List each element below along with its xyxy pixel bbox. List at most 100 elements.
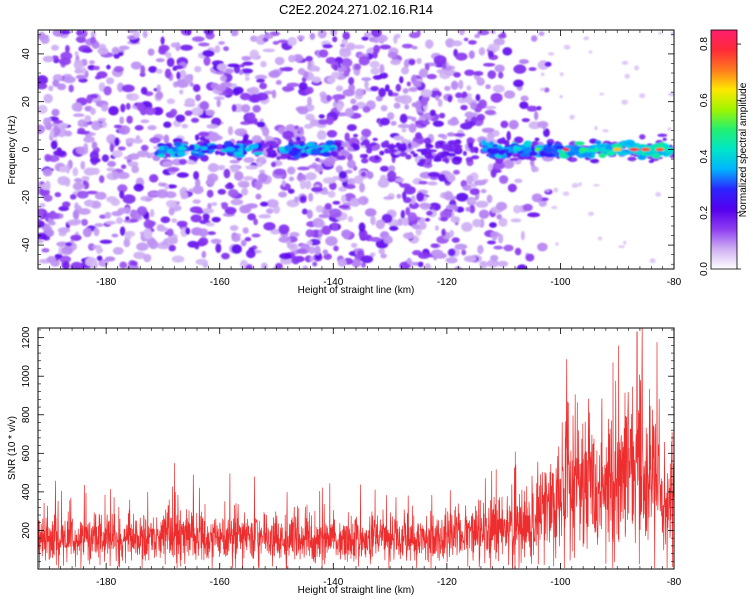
heatmap-blob — [593, 184, 600, 187]
heatmap-blob — [239, 63, 245, 68]
colorbar-tick-label: 0.2 — [699, 205, 710, 219]
heatmap-blob — [416, 57, 422, 65]
heatmap-blob — [175, 114, 186, 123]
heatmap-blob — [248, 86, 260, 95]
heatmap-blob — [347, 159, 356, 169]
heatmap-blob — [513, 79, 524, 88]
spectrogram-y-tick-label: 20 — [21, 96, 32, 108]
heatmap-blob — [264, 33, 274, 40]
heatmap-signal-blob — [200, 146, 208, 151]
heatmap-blob — [59, 255, 72, 263]
heatmap-blob — [81, 218, 88, 226]
heatmap-blob — [490, 254, 499, 262]
heatmap-blob — [56, 83, 67, 91]
heatmap-blob — [508, 119, 519, 130]
figure-title: C2E2.2024.271.02.16.R14 — [279, 2, 433, 17]
heatmap-band-blob — [447, 140, 458, 146]
heatmap-blob — [353, 44, 365, 50]
heatmap-blob — [225, 87, 234, 96]
heatmap-signal-blob — [299, 142, 305, 147]
heatmap-blob — [59, 165, 68, 173]
heatmap-blob — [354, 63, 362, 71]
heatmap-blob — [190, 214, 202, 223]
heatmap-blob — [274, 56, 285, 66]
colorbar: 0.0 0.2 0.4 0.6 0.8 Normalized spectral ampl… — [699, 29, 749, 276]
heatmap-blob — [140, 65, 146, 75]
heatmap-blob — [453, 133, 466, 137]
heatmap-blob — [166, 166, 180, 173]
heatmap-blob — [286, 82, 300, 87]
heatmap-blob — [623, 240, 627, 245]
heatmap-blob — [54, 192, 62, 198]
heatmap-blob — [148, 174, 159, 183]
heatmap-blob — [286, 240, 292, 246]
heatmap-blob — [409, 202, 420, 210]
heatmap-blob — [520, 230, 525, 241]
heatmap-signal-blob — [555, 145, 565, 150]
heatmap-blob — [111, 233, 119, 238]
heatmap-signal-blob — [544, 153, 555, 158]
heatmap-blob — [490, 92, 503, 103]
heatmap-blob — [156, 84, 162, 93]
heatmap-blob — [173, 65, 184, 70]
heatmap-blob — [469, 204, 476, 214]
heatmap-blob — [256, 121, 266, 128]
heatmap-blob — [145, 197, 152, 202]
heatmap-blob — [57, 227, 71, 234]
heatmap-blob — [347, 178, 356, 186]
heatmap-blob — [225, 68, 234, 74]
heatmap-blob — [340, 141, 350, 148]
heatmap-blob — [388, 165, 396, 172]
heatmap-blob — [337, 258, 347, 267]
heatmap-band-blob — [471, 155, 480, 160]
heatmap-blob — [323, 157, 336, 167]
heatmap-blob — [624, 73, 630, 79]
snr-x-tick-label: -80 — [667, 577, 682, 588]
spectrogram-y-tick-label: 0 — [21, 146, 32, 152]
heatmap-blob — [48, 85, 54, 92]
heatmap-blob — [490, 231, 500, 238]
heatmap-blob — [362, 106, 371, 113]
heatmap-blob — [241, 104, 251, 113]
heatmap-blob — [158, 46, 167, 55]
heatmap-band-blob — [199, 136, 206, 141]
heatmap-blob — [75, 35, 86, 43]
heatmap-blob — [446, 204, 456, 210]
heatmap-blob — [211, 216, 221, 223]
heatmap-signal-blob — [547, 142, 553, 147]
heatmap-blob — [50, 140, 58, 150]
heatmap-blob — [378, 87, 387, 98]
heatmap-blob — [422, 120, 431, 125]
heatmap-blob — [119, 190, 125, 199]
heatmap-blob — [482, 62, 496, 67]
heatmap-blob — [252, 104, 261, 113]
heatmap-blob — [291, 256, 300, 265]
heatmap-blob — [668, 92, 674, 97]
heatmap-blob — [326, 94, 332, 102]
heatmap-blob — [54, 253, 63, 259]
heatmap-blob — [397, 123, 411, 129]
heatmap-blob — [38, 124, 46, 135]
heatmap-blob — [144, 107, 156, 116]
heatmap-blob — [559, 94, 563, 99]
heatmap-blobs — [38, 30, 674, 269]
snr-y-tick-label: 1200 — [21, 326, 32, 349]
heatmap-blob — [487, 43, 500, 52]
heatmap-blob — [51, 44, 60, 51]
heatmap-band-blob — [503, 140, 510, 146]
heatmap-blob — [314, 245, 321, 256]
heatmap-blob — [346, 124, 357, 132]
heatmap-blob — [458, 79, 464, 90]
heatmap-blob — [531, 193, 543, 203]
heatmap-blob — [65, 44, 70, 53]
heatmap-band-blob — [352, 143, 360, 151]
heatmap-blob — [379, 117, 390, 126]
heatmap-blob — [389, 225, 399, 231]
heatmap-signal-blob — [581, 152, 593, 158]
heatmap-blob — [105, 77, 115, 85]
heatmap-blob — [341, 38, 348, 45]
heatmap-blob — [229, 225, 239, 231]
heatmap-blob — [334, 94, 339, 103]
heatmap-band-blob — [188, 155, 196, 161]
